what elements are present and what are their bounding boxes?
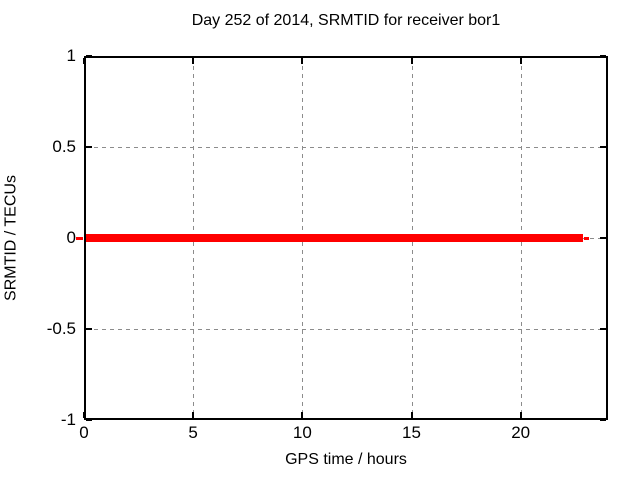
x-tick-mark-top bbox=[519, 58, 522, 64]
y-tick-mark-right bbox=[600, 146, 606, 148]
y-tick-mark-left bbox=[86, 328, 92, 330]
x-tick-label: 10 bbox=[292, 423, 312, 442]
series-line-end-cap-left bbox=[76, 236, 83, 240]
y-tick-label: 0 bbox=[66, 228, 76, 247]
x-axis-label: GPS time / hours bbox=[285, 451, 407, 468]
y-tick-mark-right bbox=[600, 328, 606, 330]
x-tick-mark-top bbox=[83, 58, 85, 64]
y-tick-mark-left bbox=[86, 55, 92, 57]
chart-title: Day 252 of 2014, SRMTID for receiver bor… bbox=[191, 12, 501, 29]
horizontal-gridline bbox=[86, 147, 606, 148]
y-tick-label: 1 bbox=[66, 46, 76, 65]
x-tick-mark-bottom bbox=[192, 412, 195, 418]
x-tick-mark-top bbox=[410, 58, 413, 64]
x-tick-mark-bottom bbox=[83, 412, 85, 418]
x-tick-mark-top bbox=[192, 58, 195, 64]
x-tick-label: 20 bbox=[511, 423, 531, 442]
y-tick-label: 0.5 bbox=[52, 137, 76, 156]
horizontal-gridline bbox=[86, 329, 606, 330]
series-line bbox=[86, 234, 583, 242]
x-tick-mark-bottom bbox=[301, 412, 304, 418]
x-tick-mark-top bbox=[301, 58, 304, 64]
y-tick-mark-right bbox=[600, 419, 606, 421]
x-tick-label: 5 bbox=[188, 423, 198, 442]
x-tick-mark-bottom bbox=[519, 412, 522, 418]
plot-border bbox=[84, 56, 608, 420]
y-tick-mark-left bbox=[86, 419, 92, 421]
x-tick-label: 15 bbox=[402, 423, 421, 442]
y-tick-mark-right bbox=[600, 237, 606, 239]
y-tick-label: -1 bbox=[60, 410, 76, 429]
series-line-end-cap-right bbox=[583, 236, 589, 240]
x-tick-label: 0 bbox=[79, 423, 89, 442]
y-tick-label: -0.5 bbox=[46, 319, 76, 338]
x-tick-mark-bottom bbox=[410, 412, 413, 418]
y-tick-mark-right bbox=[600, 55, 606, 57]
y-tick-mark-left bbox=[86, 146, 92, 148]
